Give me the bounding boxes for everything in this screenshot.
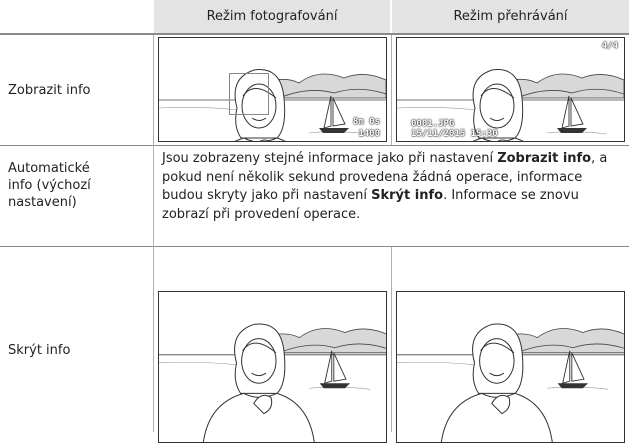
camera-screen — [158, 291, 387, 443]
camera-screen: 8m 0s 1400 — [158, 37, 387, 142]
camera-screen: 4/4 0001.JPG 15/11/2015 15:30 — [396, 37, 625, 142]
overlay-text: 1400 — [358, 129, 380, 139]
row-label: Skrýt info — [8, 343, 71, 358]
emphasis: Zobrazit info — [497, 151, 592, 166]
column-rule — [153, 35, 154, 432]
rule — [0, 145, 629, 146]
illustration — [159, 292, 386, 442]
row-label: Automatické info (výchozí nastavení) — [8, 161, 91, 210]
camera-screen — [396, 291, 625, 443]
rule — [0, 33, 629, 35]
row-label: Zobrazit info — [8, 83, 91, 98]
illustration — [159, 38, 386, 141]
column-rule — [391, 247, 392, 432]
column-rule — [391, 35, 392, 145]
overlay-text: 15/11/2015 15:30 — [411, 129, 498, 139]
text-run: , a pokud není několik sekund provedena … — [162, 151, 608, 203]
overlay-text: 0001.JPG — [411, 119, 455, 129]
description: Jsou zobrazeny stejné informace jako při… — [162, 150, 622, 224]
column-header: Režim fotografování — [154, 0, 390, 33]
focus-frame — [229, 73, 269, 115]
emphasis: Skrýt info — [371, 188, 444, 203]
column-header: Režim přehrávání — [392, 0, 629, 33]
overlay-text: 8m 0s — [352, 117, 380, 127]
overlay-text: 4/4 — [601, 41, 618, 51]
text-run: Jsou zobrazeny stejné informace jako při… — [162, 151, 498, 166]
text-run: . Informace se znovu zobrazí při provede… — [162, 188, 579, 222]
illustration — [397, 38, 624, 141]
rule — [0, 246, 629, 247]
illustration — [397, 292, 624, 442]
